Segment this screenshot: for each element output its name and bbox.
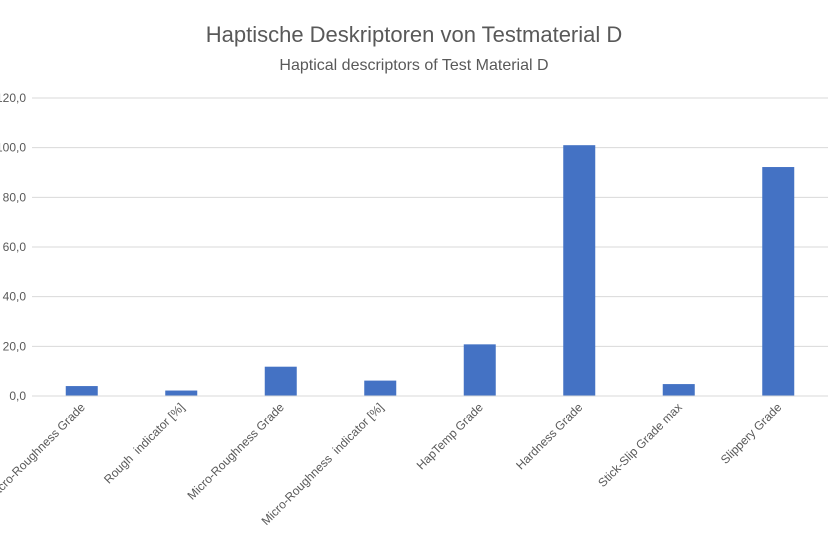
y-tick-label: 0,0: [9, 389, 26, 403]
chart-subtitle: Haptical descriptors of Test Material D: [279, 57, 549, 74]
chart-title: Haptische Deskriptoren von Testmaterial …: [205, 22, 623, 47]
x-tick-label: Micro-Roughness Grade: [185, 400, 288, 503]
bar: [364, 380, 397, 396]
x-axis-labels: Macro-Roughness Grade Rough indicator [%]…: [0, 400, 785, 528]
x-tick-label: Slippery Grade: [718, 400, 785, 467]
x-tick-label: HapTemp Grade: [414, 400, 486, 472]
y-axis-ticks: 0,0 20,0 40,0 60,0 80,0 100,0 120,0: [0, 91, 26, 403]
y-tick-label: 80,0: [3, 190, 27, 204]
bar: [165, 390, 198, 396]
y-tick-label: 40,0: [3, 290, 27, 304]
bar: [463, 344, 496, 396]
x-tick-label: Macro-Roughness Grade: [0, 400, 88, 505]
y-tick-label: 100,0: [0, 141, 26, 155]
bar: [563, 145, 596, 396]
y-tick-label: 120,0: [0, 91, 26, 105]
x-tick-label: Rough indicator [%]: [101, 400, 187, 486]
bar: [65, 386, 98, 396]
x-tick-label: Stick-Slip Grade max: [595, 400, 685, 490]
x-tick-label: Micro-Roughness indicator [%]: [259, 400, 387, 528]
x-tick-label: Hardness Grade: [513, 400, 585, 472]
bars: [65, 145, 795, 396]
y-tick-label: 60,0: [3, 240, 27, 254]
gridlines: [32, 97, 828, 347]
y-tick-label: 20,0: [3, 339, 27, 353]
bar: [762, 167, 795, 396]
bar: [264, 366, 297, 396]
bar: [662, 384, 695, 396]
